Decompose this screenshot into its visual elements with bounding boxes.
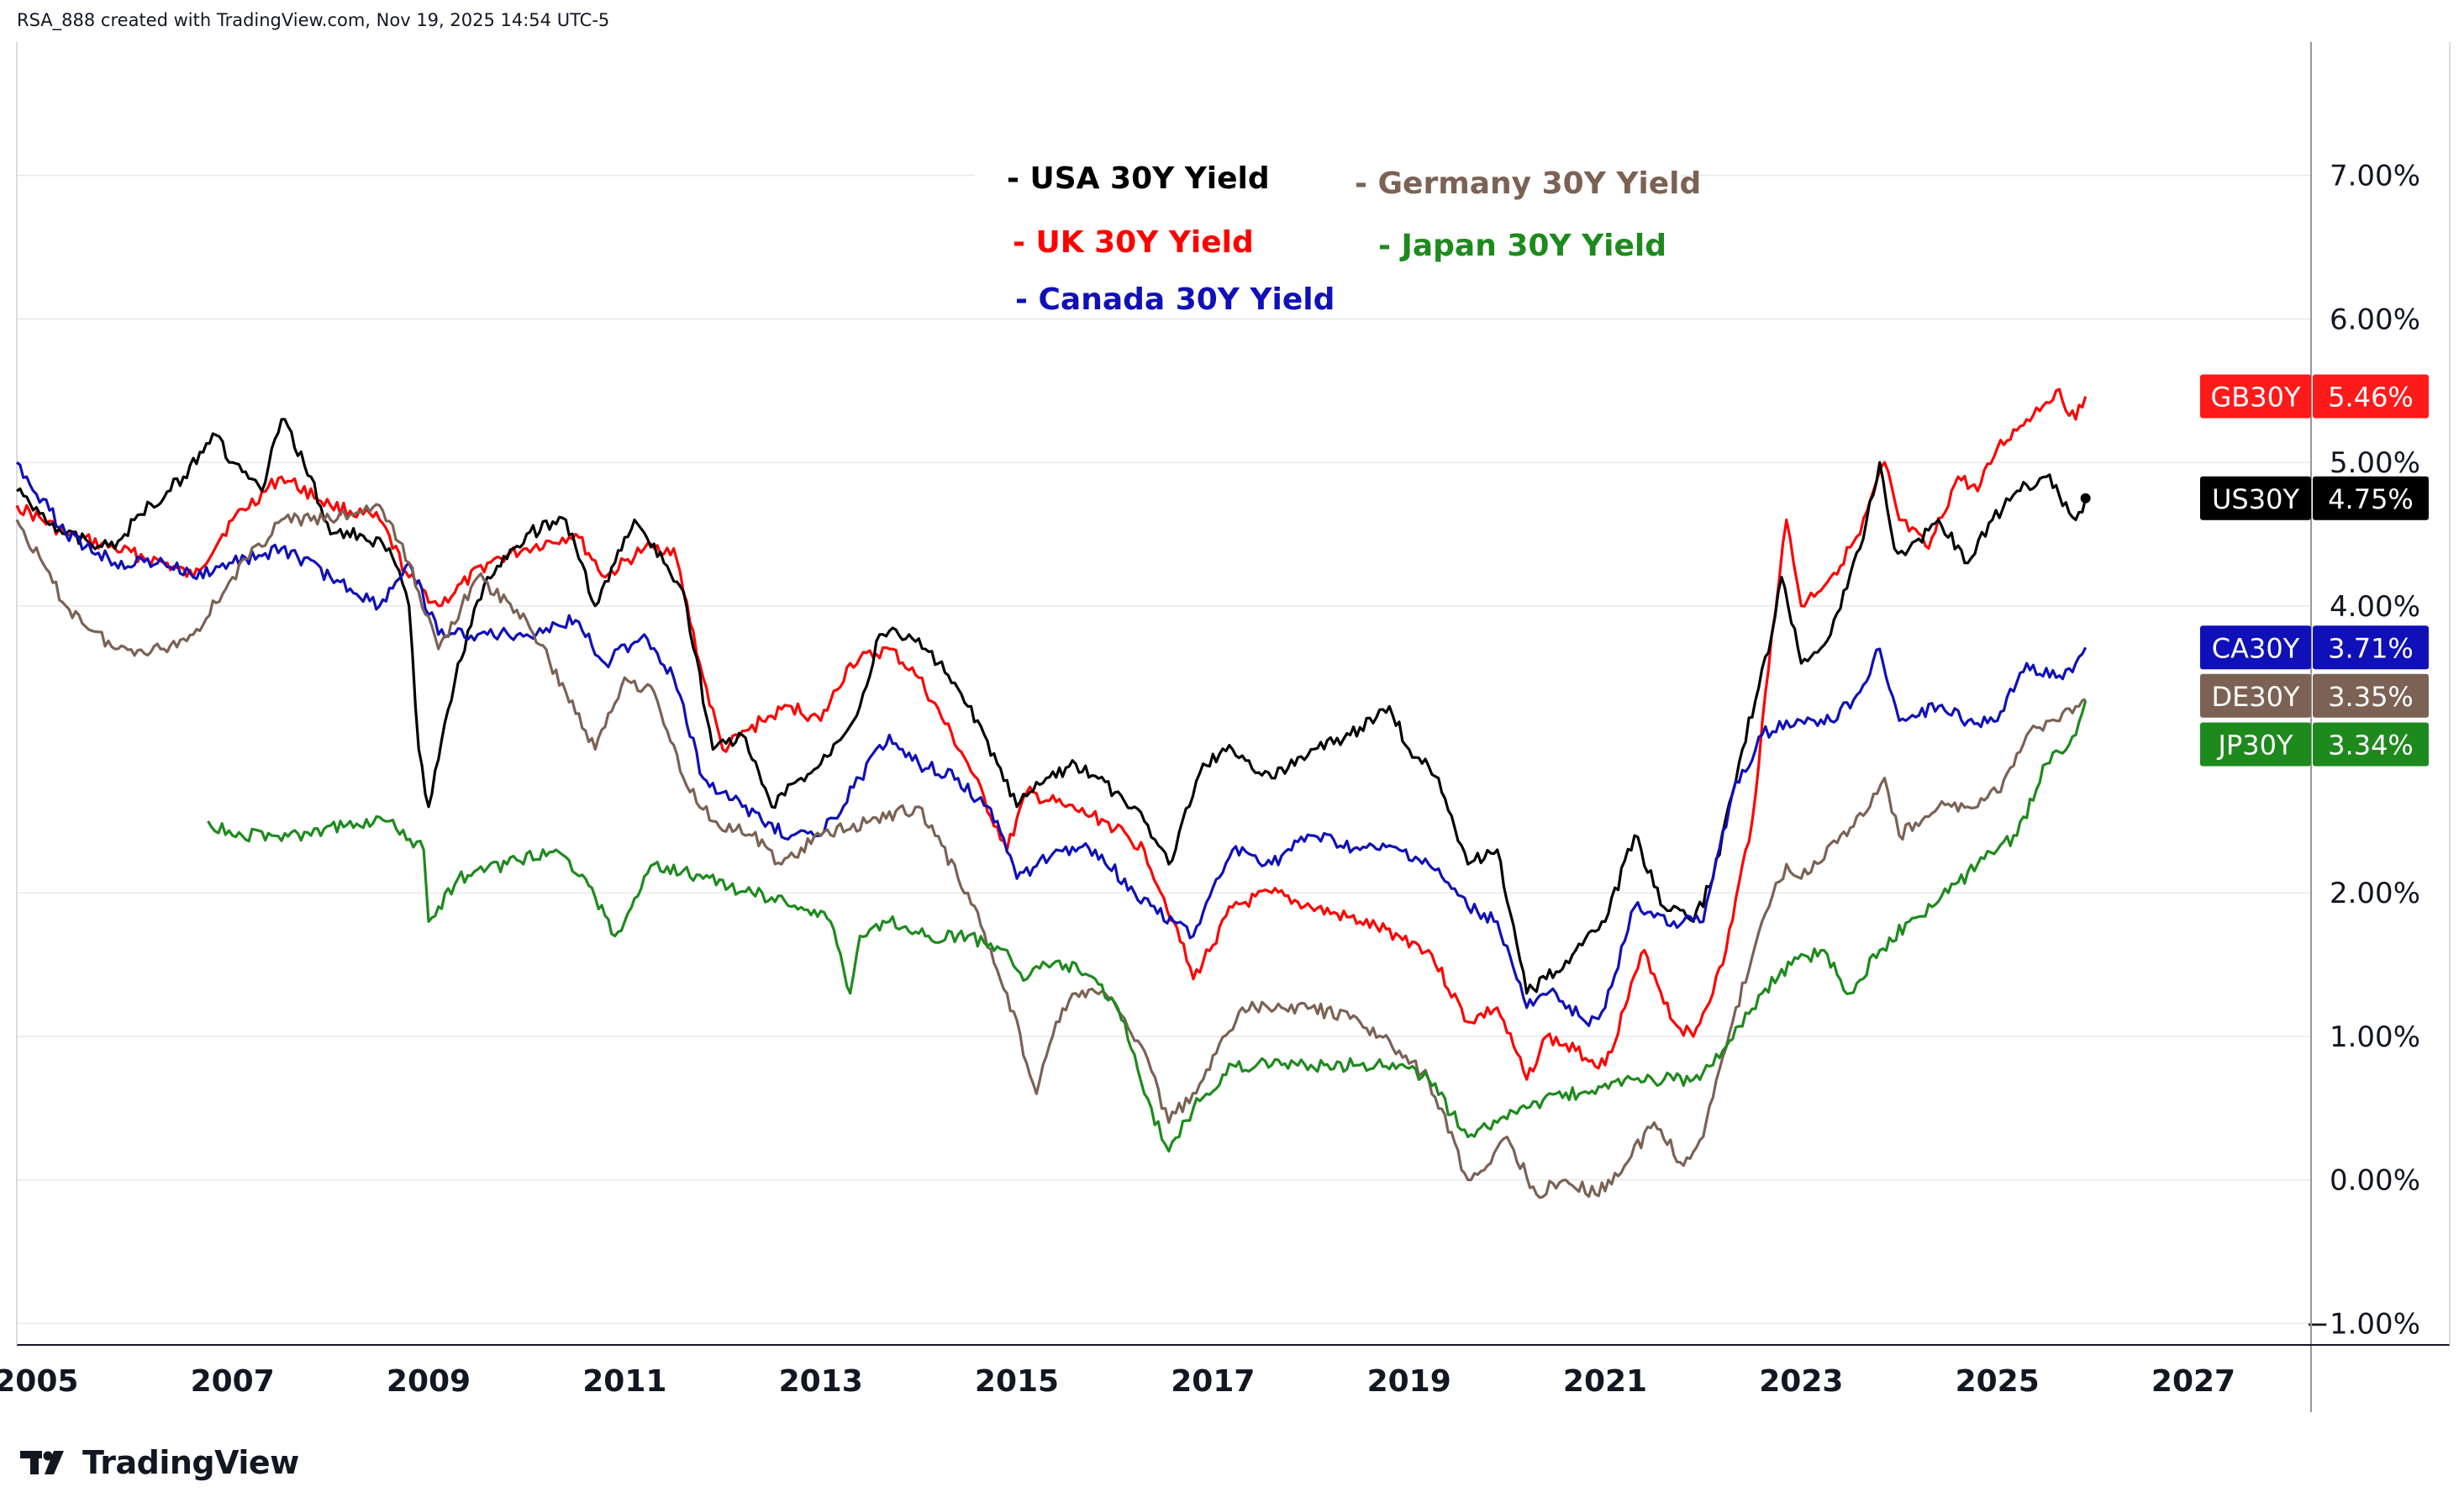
x-tick-label: 2015	[975, 1364, 1059, 1399]
y-tick-label: 7.00%	[2330, 160, 2420, 193]
last-value-badge-jp30y: JP30Y 3.34%	[2200, 722, 2429, 767]
series-line-gb30y	[15, 388, 2088, 1081]
badge-ticker-bg	[2200, 374, 2311, 419]
badge-ticker-label: US30Y	[2212, 483, 2299, 515]
badge-value-bg	[2313, 625, 2429, 670]
axes: 7.00% 6.00% 5.00% 4.00% 2.00% 1.00% 0.00% −1.00…	[0, 42, 2451, 1412]
x-tick-label: 2009	[387, 1364, 471, 1399]
series-line-jp30y	[207, 700, 2088, 1153]
badge-ticker-bg	[2200, 673, 2311, 718]
grid-lines	[17, 174, 2311, 1325]
legend-label-uk: - UK 30Y Yield	[1013, 225, 1254, 260]
y-tick-label: 1.00%	[2330, 1020, 2420, 1054]
y-tick-label: −1.00%	[2306, 1307, 2421, 1341]
legend-label-canada: - Canada 30Y Yield	[1015, 282, 1335, 317]
x-tick-label: 2027	[2151, 1364, 2235, 1399]
legend-uk: - UK 30Y Yield	[1013, 225, 1254, 260]
y-tick-label: 6.00%	[2330, 303, 2420, 336]
badge-ticker-bg	[2200, 625, 2311, 670]
badge-value-label: 4.75%	[2328, 483, 2414, 515]
x-tick-label: 2013	[779, 1364, 863, 1399]
tradingview-wordmark: TradingView	[82, 1444, 299, 1481]
x-tick-label: 2005	[0, 1364, 78, 1399]
legend-label-japan: - Japan 30Y Yield	[1378, 229, 1667, 263]
series-lines	[15, 388, 2091, 1200]
last-value-badge-ca30y: CA30Y 3.71%	[2200, 625, 2429, 670]
legend-japan: - Japan 30Y Yield	[1378, 229, 1666, 263]
last-value-badge-us30y: US30Y 4.75%	[2200, 476, 2429, 520]
badge-value-label: 3.35%	[2328, 681, 2414, 713]
tradingview-logo[interactable]: TradingView	[20, 1444, 299, 1481]
badge-value-bg	[2313, 722, 2429, 767]
x-tick-label: 2007	[191, 1364, 275, 1399]
legend-label-usa: - USA 30Y Yield	[1007, 161, 1270, 196]
y-tick-label: 5.00%	[2330, 446, 2420, 480]
badge-ticker-label: DE30Y	[2211, 681, 2300, 713]
x-tick-label: 2017	[1171, 1364, 1255, 1399]
legend-usa: - USA 30Y Yield	[1007, 161, 1270, 196]
y-tick-label: 0.00%	[2330, 1164, 2420, 1198]
badge-value-bg	[2313, 476, 2429, 520]
badge-value-bg	[2313, 673, 2429, 718]
series-line-ca30y	[16, 461, 2088, 1027]
last-value-badges: GB30Y 5.46% US30Y 4.75% CA30Y 3.71% DE30Y 3.35%…	[2200, 374, 2429, 767]
x-tick-label: 2025	[1956, 1364, 2040, 1399]
last-value-badge-gb30y: GB30Y 5.46%	[2200, 374, 2429, 419]
series-line-us30y	[16, 418, 2088, 995]
y-tick-label: 4.00%	[2330, 590, 2420, 624]
badge-ticker-label: GB30Y	[2210, 382, 2300, 414]
legend-backdrop	[975, 143, 1681, 303]
badge-value-label: 5.46%	[2328, 382, 2414, 414]
badge-ticker-label: JP30Y	[2217, 729, 2293, 761]
badge-value-label: 3.34%	[2328, 729, 2414, 761]
tradingview-logo-icon	[20, 1451, 64, 1474]
legend-label-germany: - Germany 30Y Yield	[1355, 166, 1702, 201]
badge-ticker-bg	[2200, 476, 2311, 520]
x-tick-label: 2023	[1759, 1364, 1843, 1399]
us30y-last-point	[2080, 493, 2091, 504]
series-line-de30y	[15, 503, 2087, 1200]
last-value-badge-de30y: DE30Y 3.35%	[2200, 673, 2429, 718]
badge-ticker-label: CA30Y	[2212, 632, 2300, 664]
chart-attribution: RSA_888 created with TradingView.com, No…	[17, 10, 610, 30]
x-tick-label: 2021	[1563, 1364, 1647, 1399]
legend-canada: - Canada 30Y Yield	[1015, 282, 1335, 317]
x-tick-label: 2011	[582, 1364, 666, 1399]
badge-value-bg	[2313, 374, 2429, 419]
y-tick-label: 2.00%	[2330, 877, 2420, 910]
badge-value-label: 3.71%	[2328, 632, 2414, 664]
x-tick-label: 2019	[1367, 1364, 1451, 1399]
legend-germany: - Germany 30Y Yield	[1355, 166, 1701, 201]
badge-ticker-bg	[2200, 722, 2311, 767]
